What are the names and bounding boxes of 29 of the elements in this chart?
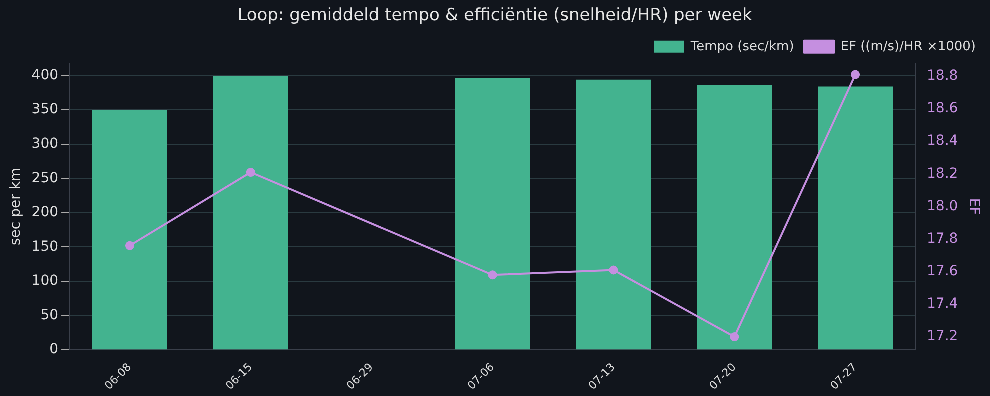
y-tick-label: 300	[32, 136, 59, 152]
y-tick-label: 50	[40, 307, 59, 324]
point	[246, 168, 256, 178]
point	[609, 266, 618, 275]
y2-tick-label: 18.6	[927, 100, 958, 117]
y2-axis-title: EF	[966, 198, 982, 216]
y2-tick-label: 18.0	[927, 198, 958, 214]
legend-label: Tempo (sec/km)	[690, 39, 794, 54]
y2-tick-label: 17.6	[927, 264, 958, 280]
chart-title: Loop: gemiddeld tempo & efficiëntie (snelheid/HR) per week	[238, 6, 752, 26]
y-tick-label: 400	[32, 67, 59, 84]
y2-tick-label: 17.2	[927, 328, 958, 345]
y2-tick-label: 18.4	[927, 133, 958, 150]
y-tick-label: 0	[50, 342, 59, 358]
legend-label: EF ((m/s)/HR ×1000)	[840, 39, 976, 54]
point	[851, 70, 860, 80]
y-tick-label: 200	[32, 204, 59, 221]
y-tick-label: 150	[32, 238, 59, 255]
y2-tick-label: 17.4	[927, 296, 958, 312]
point	[730, 332, 740, 342]
y2-tick-label: 18.2	[927, 166, 958, 182]
y2-tick-label: 17.8	[927, 230, 958, 247]
y-tick-label: 100	[32, 273, 59, 290]
point	[125, 241, 134, 250]
y-tick-label: 350	[32, 102, 59, 118]
point	[488, 270, 498, 280]
y-axis-title: sec per km	[8, 168, 24, 246]
y2-tick-label: 18.8	[927, 68, 958, 84]
y-tick-label: 250	[32, 170, 59, 186]
